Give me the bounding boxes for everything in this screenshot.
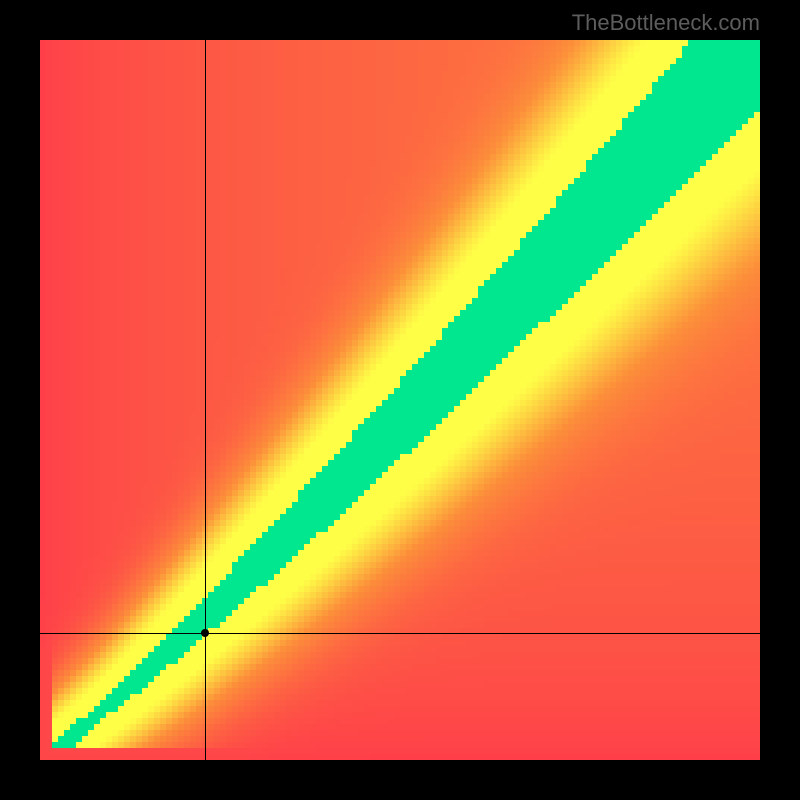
marker-dot bbox=[201, 629, 209, 637]
chart-container: TheBottleneck.com bbox=[0, 0, 800, 800]
heatmap-canvas bbox=[40, 40, 760, 760]
plot-area bbox=[40, 40, 760, 760]
crosshair-horizontal bbox=[40, 633, 760, 634]
crosshair-vertical bbox=[205, 40, 206, 760]
watermark-text: TheBottleneck.com bbox=[572, 10, 760, 36]
